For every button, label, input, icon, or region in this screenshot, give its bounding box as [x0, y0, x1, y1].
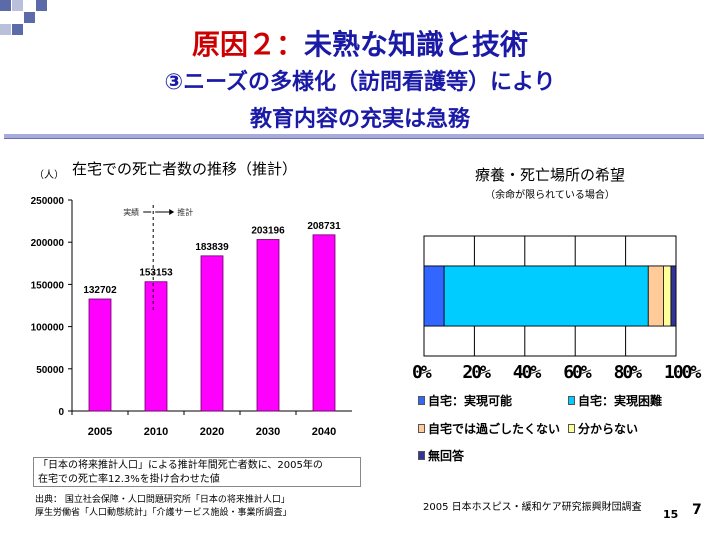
legend-label: 分からない [578, 422, 639, 436]
note-line-2: 在宅での死亡率12.3%を掛け合わせた値 [38, 474, 220, 485]
y-tick-label: 0 [58, 407, 64, 418]
actual-label: 実績 [123, 207, 139, 217]
y-tick-label: 250000 [31, 196, 65, 207]
data-label-2010: 153153 [139, 268, 173, 279]
slide-subtitle-line1: ③ニーズの多様化（訪問看護等）により [164, 70, 556, 95]
bar-2005 [88, 298, 112, 412]
bar-2020 [200, 255, 224, 412]
legend-item-3: 自宅では過ごしたくない [418, 420, 560, 437]
x-tick-label-2010: 2010 [144, 426, 168, 438]
x-tick-label: 60% [563, 362, 591, 383]
legend-swatch [418, 396, 425, 405]
segment-1 [423, 265, 445, 327]
x-tick-label-2005: 2005 [88, 426, 112, 438]
legend-item-4: 分からない [568, 420, 638, 437]
bar-2030 [256, 239, 280, 412]
segment-3 [647, 265, 664, 327]
legend-swatch [418, 451, 425, 460]
source-citation: 出典： 国立社会保障・人口問題研究所「日本の将来推計人口」 厚生労働省「人口動態… [35, 494, 292, 520]
legend-item-5: 無回答 [418, 447, 464, 464]
left-chart-title: 在宅での死亡者数の推移（推計） [72, 160, 298, 178]
bar-2040 [312, 234, 336, 412]
data-label-2040: 208731 [307, 221, 341, 232]
page-number-small: 15 [663, 508, 679, 521]
segment-4 [663, 265, 672, 327]
x-tick-label: 20% [462, 362, 490, 383]
projected-label: 推計 [177, 207, 193, 217]
survey-credit: 2005 日本ホスピス・緩和ケア研究振興財団調査 [423, 502, 642, 513]
y-tick-label: 50000 [36, 365, 64, 376]
legend-swatch [568, 424, 575, 433]
legend-label: 無回答 [428, 449, 465, 463]
title-divider [4, 134, 704, 138]
legend-swatch [568, 396, 575, 405]
legend-item-1: 自宅：実現可能 [418, 392, 512, 409]
x-tick-label-2020: 2020 [200, 426, 224, 438]
left-chart-note: 「日本の将来推計人口」による推計年間死亡者数に、2005年の 在宅での死亡率12… [33, 457, 361, 487]
segment-5 [670, 265, 677, 327]
slide-title: 原因２：未熟な知識と技術 [0, 23, 720, 63]
legend-label: 自宅：実現可能 [428, 394, 513, 408]
left-chart-unit: （人） [34, 170, 64, 181]
x-tick-label-2030: 2030 [256, 426, 280, 438]
right-chart-title: 療養・死亡場所の希望 [474, 166, 625, 184]
x-tick-label: 80% [613, 362, 642, 383]
bar-2010 [144, 281, 168, 412]
source-line-2: 厚生労働省「人口動態統計」「介護サービス施設・事業所調査」 [35, 508, 292, 518]
title-blue-part: 未熟な知識と技術 [304, 28, 529, 61]
corner-decoration [0, 0, 60, 44]
projected-arrowhead [169, 209, 175, 215]
legend-swatch [418, 424, 425, 433]
title-divider-line [4, 138, 704, 139]
y-tick-label: 100000 [31, 323, 65, 334]
data-label-2030: 203196 [251, 226, 285, 237]
y-tick-label: 150000 [31, 280, 65, 291]
legend-item-2: 自宅：実現困難 [568, 392, 662, 409]
data-label-2020: 183839 [195, 242, 229, 253]
right-chart-subtitle: （余命が限られている場合） [485, 190, 615, 201]
page-number-large: 7 [692, 502, 702, 518]
x-tick-label-2040: 2040 [312, 426, 336, 438]
note-line-1: 「日本の将来推計人口」による推計年間死亡者数に、2005年の [38, 460, 323, 471]
x-tick-label: 100% [664, 362, 701, 383]
source-line-1: 出典： 国立社会保障・人口問題研究所「日本の将来推計人口」 [35, 495, 290, 505]
legend-label: 自宅：実現困難 [578, 394, 663, 408]
title-red-part: 原因２： [191, 28, 304, 61]
x-tick-label: 0% [412, 362, 432, 383]
x-tick-label: 40% [512, 362, 541, 383]
slide-subtitle-line2: 教育内容の充実は急務 [249, 107, 470, 132]
legend-label: 自宅では過ごしたくない [428, 422, 561, 436]
segment-2 [443, 265, 649, 327]
data-label-2005: 132702 [83, 285, 117, 296]
y-tick-label: 200000 [31, 238, 65, 249]
